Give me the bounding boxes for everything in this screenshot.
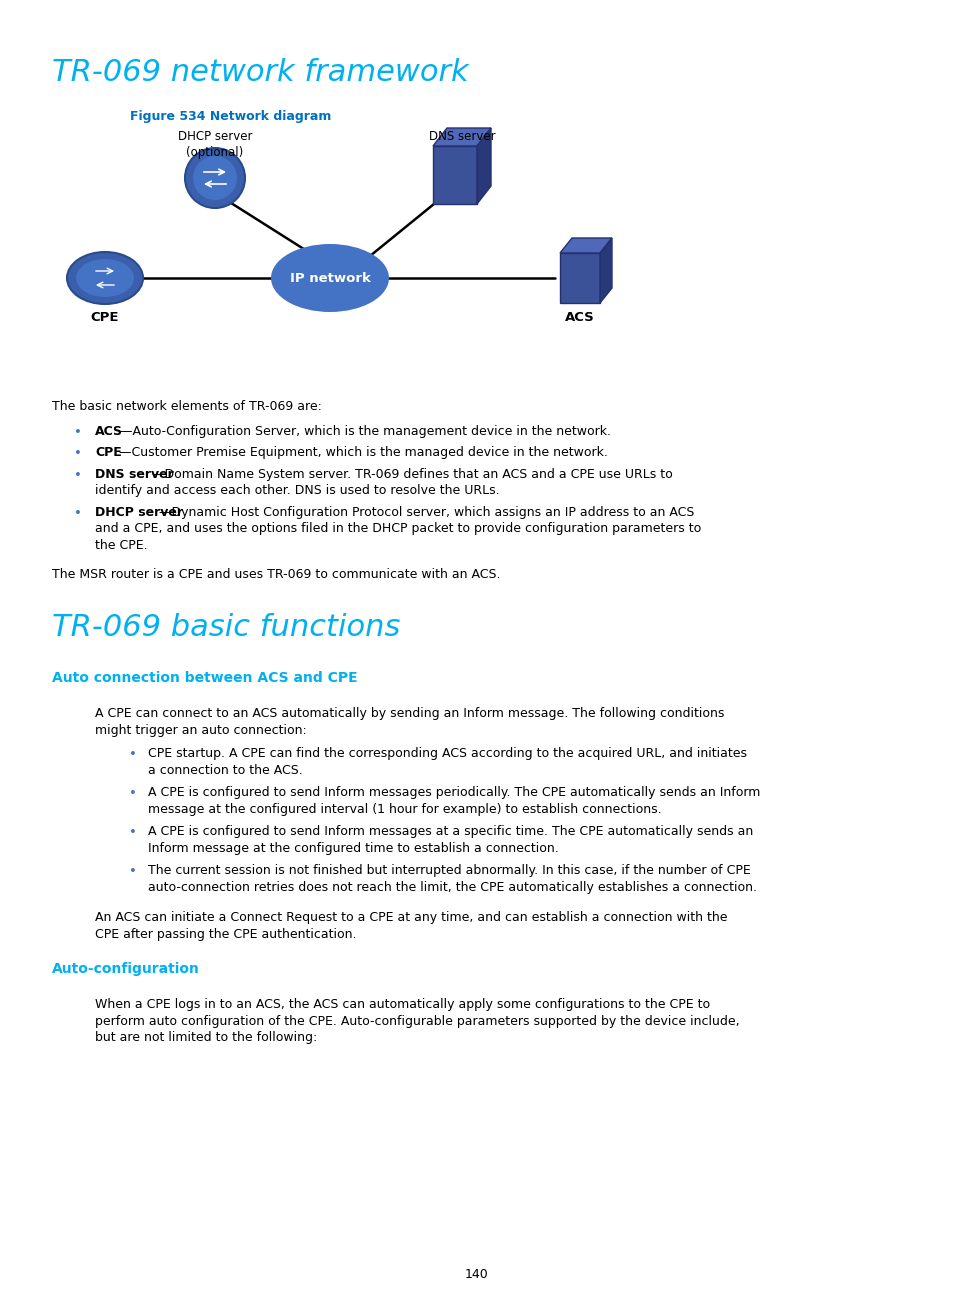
Text: and a CPE, and uses the options filed in the DHCP packet to provide configuratio: and a CPE, and uses the options filed in…	[95, 522, 700, 535]
Text: An ACS can initiate a Connect Request to a CPE at any time, and can establish a : An ACS can initiate a Connect Request to…	[95, 911, 727, 924]
Text: A CPE is configured to send Inform messages periodically. The CPE automatically : A CPE is configured to send Inform messa…	[148, 787, 760, 800]
Text: —Auto-Configuration Server, which is the management device in the network.: —Auto-Configuration Server, which is the…	[120, 425, 610, 438]
Text: TR-069 network framework: TR-069 network framework	[52, 58, 468, 87]
Text: DHCP server
(optional): DHCP server (optional)	[177, 130, 252, 159]
Text: CPE: CPE	[95, 446, 122, 459]
Polygon shape	[433, 128, 491, 146]
Text: •: •	[74, 426, 82, 439]
Text: a connection to the ACS.: a connection to the ACS.	[148, 763, 302, 776]
Text: •: •	[129, 864, 137, 879]
Text: TR-069 basic functions: TR-069 basic functions	[52, 613, 400, 642]
Circle shape	[185, 148, 245, 207]
Text: •: •	[129, 787, 137, 800]
Text: auto-connection retries does not reach the limit, the CPE automatically establis: auto-connection retries does not reach t…	[148, 880, 757, 893]
Text: IP network: IP network	[290, 271, 370, 285]
Text: CPE after passing the CPE authentication.: CPE after passing the CPE authentication…	[95, 928, 356, 941]
Text: CPE: CPE	[91, 311, 119, 324]
Text: A CPE can connect to an ACS automatically by sending an Inform message. The foll: A CPE can connect to an ACS automaticall…	[95, 708, 723, 721]
FancyBboxPatch shape	[559, 253, 599, 303]
Polygon shape	[559, 238, 612, 253]
Text: the CPE.: the CPE.	[95, 539, 148, 552]
Text: 140: 140	[465, 1267, 488, 1280]
Ellipse shape	[271, 244, 389, 312]
Circle shape	[193, 156, 236, 200]
Text: The basic network elements of TR-069 are:: The basic network elements of TR-069 are…	[52, 400, 321, 413]
Text: —Customer Premise Equipment, which is the managed device in the network.: —Customer Premise Equipment, which is th…	[119, 446, 607, 459]
Text: Auto connection between ACS and CPE: Auto connection between ACS and CPE	[52, 671, 357, 684]
Text: A CPE is configured to send Inform messages at a specific time. The CPE automati: A CPE is configured to send Inform messa…	[148, 826, 753, 839]
Text: ACS: ACS	[95, 425, 123, 438]
Text: DNS server: DNS server	[428, 130, 495, 143]
Text: The MSR router is a CPE and uses TR-069 to communicate with an ACS.: The MSR router is a CPE and uses TR-069 …	[52, 568, 500, 581]
FancyBboxPatch shape	[433, 146, 476, 203]
Text: Inform message at the configured time to establish a connection.: Inform message at the configured time to…	[148, 841, 558, 854]
Text: —Domain Name System server. TR-069 defines that an ACS and a CPE use URLs to: —Domain Name System server. TR-069 defin…	[152, 468, 672, 481]
Text: •: •	[129, 826, 137, 839]
Text: but are not limited to the following:: but are not limited to the following:	[95, 1032, 317, 1045]
Text: •: •	[74, 507, 82, 520]
Text: —Dynamic Host Configuration Protocol server, which assigns an IP address to an A: —Dynamic Host Configuration Protocol ser…	[159, 505, 694, 518]
Text: perform auto configuration of the CPE. Auto-configurable parameters supported by: perform auto configuration of the CPE. A…	[95, 1015, 739, 1028]
Text: message at the configured interval (1 hour for example) to establish connections: message at the configured interval (1 ho…	[148, 802, 661, 815]
Polygon shape	[599, 238, 612, 303]
Text: DNS server: DNS server	[95, 468, 173, 481]
Text: might trigger an auto connection:: might trigger an auto connection:	[95, 723, 307, 736]
Text: CPE startup. A CPE can find the corresponding ACS according to the acquired URL,: CPE startup. A CPE can find the correspo…	[148, 746, 746, 759]
Ellipse shape	[76, 259, 133, 297]
Text: identify and access each other. DNS is used to resolve the URLs.: identify and access each other. DNS is u…	[95, 485, 499, 498]
Text: DHCP server: DHCP server	[95, 505, 183, 518]
Text: Figure 534 Network diagram: Figure 534 Network diagram	[130, 110, 331, 123]
Text: •: •	[129, 748, 137, 761]
Text: ACS: ACS	[564, 311, 595, 324]
Ellipse shape	[67, 251, 143, 305]
Text: When a CPE logs in to an ACS, the ACS can automatically apply some configuration: When a CPE logs in to an ACS, the ACS ca…	[95, 998, 709, 1011]
Text: Auto-configuration: Auto-configuration	[52, 962, 200, 976]
Polygon shape	[476, 128, 491, 203]
Text: •: •	[74, 447, 82, 460]
Text: The current session is not finished but interrupted abnormally. In this case, if: The current session is not finished but …	[148, 864, 750, 877]
Text: •: •	[74, 469, 82, 482]
